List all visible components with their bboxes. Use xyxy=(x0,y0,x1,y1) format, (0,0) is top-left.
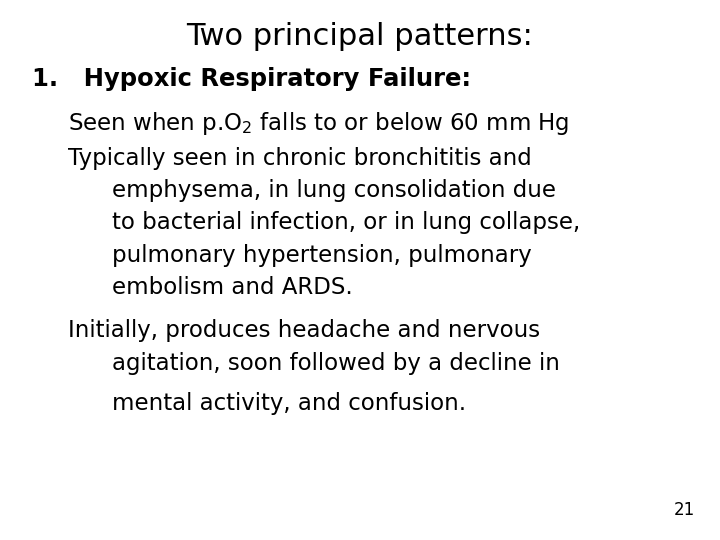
Text: agitation, soon followed by a decline in: agitation, soon followed by a decline in xyxy=(112,352,559,375)
Text: Seen when p.O$_2$ falls to or below 60 mm Hg: Seen when p.O$_2$ falls to or below 60 m… xyxy=(68,110,570,137)
Text: Initially, produces headache and nervous: Initially, produces headache and nervous xyxy=(68,320,541,342)
Text: emphysema, in lung consolidation due: emphysema, in lung consolidation due xyxy=(112,179,556,202)
Text: embolism and ARDS.: embolism and ARDS. xyxy=(112,276,352,299)
Text: pulmonary hypertension, pulmonary: pulmonary hypertension, pulmonary xyxy=(112,244,531,267)
Text: mental activity, and confusion.: mental activity, and confusion. xyxy=(112,393,466,415)
Text: 1.   Hypoxic Respiratory Failure:: 1. Hypoxic Respiratory Failure: xyxy=(32,68,472,91)
Text: Typically seen in chronic bronchititis and: Typically seen in chronic bronchititis a… xyxy=(68,147,532,170)
Text: Two principal patterns:: Two principal patterns: xyxy=(186,22,534,51)
Text: to bacterial infection, or in lung collapse,: to bacterial infection, or in lung colla… xyxy=(112,212,580,234)
Text: 21: 21 xyxy=(673,502,695,519)
